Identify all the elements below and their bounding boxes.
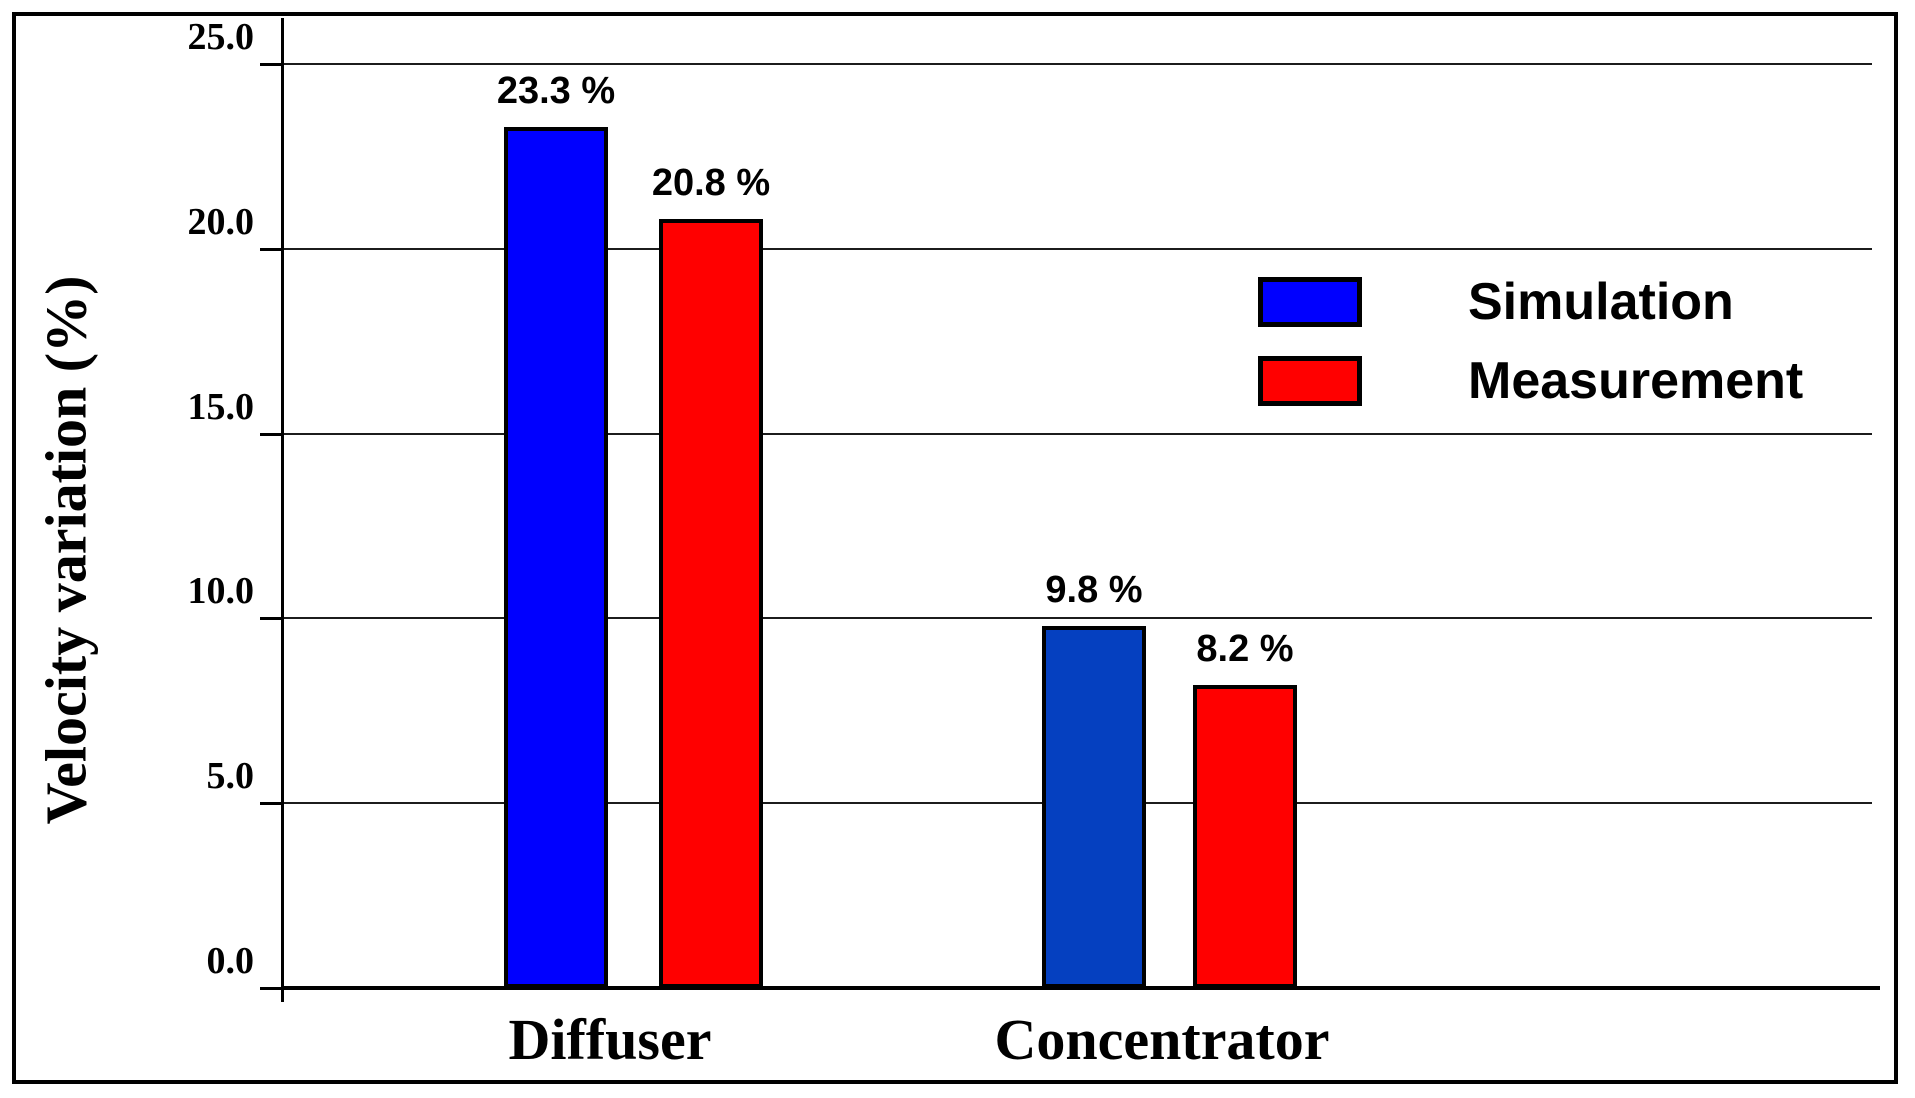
y-tick-0.0 [260,987,282,990]
bar-diffuser-measurement [659,219,763,988]
y-tick-label-20.0: 20.0 [187,200,255,243]
gridline-10.0 [282,617,1872,620]
y-tick-5.0 [260,802,282,806]
chart-border-frame [12,12,1898,1084]
legend-swatch-measurement [1258,356,1362,406]
legend-item-measurement: Measurement [1258,352,1804,410]
y-tick-25.0 [260,63,282,66]
y-tick-20.0 [260,247,282,251]
legend-swatch-simulation [1258,277,1362,327]
x-axis-line [282,986,1880,990]
gridline-25.0 [282,63,1872,65]
value-label-diffuser-measurement: 20.8 % [651,162,771,205]
legend-label-measurement: Measurement [1468,352,1804,410]
y-tick-label-5.0: 5.0 [206,755,255,798]
y-axis-title: Velocity variation (%) [33,275,99,825]
y-tick-label-15.0: 15.0 [187,385,255,428]
category-label-concentrator: Concentrator [994,1007,1330,1072]
y-tick-10.0 [260,617,282,621]
y-tick-label-10.0: 10.0 [187,570,255,613]
y-tick-15.0 [260,432,282,436]
y-tick-label-25.0: 25.0 [187,16,255,58]
legend-item-simulation: Simulation [1258,273,1734,331]
bar-concentrator-measurement [1193,684,1297,988]
y-axis-line [281,18,284,1002]
gridline-15.0 [282,432,1872,435]
y-tick-label-0.0: 0.0 [206,940,255,982]
value-label-concentrator-measurement: 8.2 % [1196,627,1294,670]
category-label-diffuser: Diffuser [508,1007,712,1072]
value-label-concentrator-simulation: 9.8 % [1045,568,1143,611]
gridline-20.0 [282,247,1872,250]
bar-diffuser-simulation [504,126,608,988]
bar-concentrator-simulation [1042,625,1146,988]
value-label-diffuser-simulation: 23.3 % [496,69,616,112]
legend-label-simulation: Simulation [1468,273,1734,331]
